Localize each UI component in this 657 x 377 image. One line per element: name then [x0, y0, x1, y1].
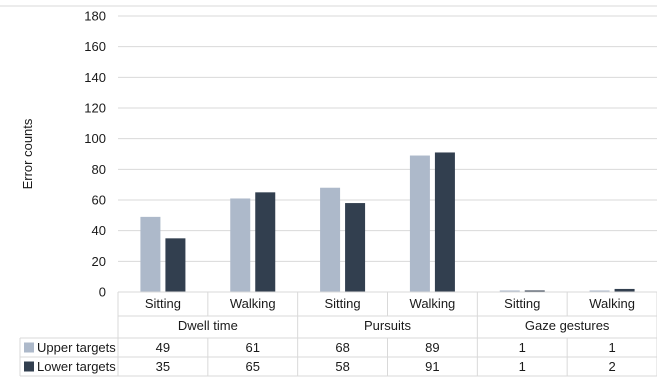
bar-lower-targets — [434, 152, 455, 292]
y-tick-label: 0 — [99, 285, 106, 300]
group-label: Dwell time — [178, 318, 238, 333]
y-tick-label: 120 — [84, 101, 106, 116]
category-label: Sitting — [325, 296, 361, 311]
data-label: 49 — [156, 340, 170, 355]
y-tick-label: 180 — [84, 9, 106, 24]
legend-key — [24, 361, 34, 372]
data-label: 1 — [519, 359, 526, 374]
y-tick-label: 20 — [92, 254, 106, 269]
category-label: Walking — [230, 296, 276, 311]
category-label: Sitting — [145, 296, 181, 311]
bar-upper-targets — [499, 290, 520, 292]
y-tick-label: 40 — [92, 223, 106, 238]
y-tick-label: 80 — [92, 162, 106, 177]
category-label: Walking — [410, 296, 456, 311]
category-label: Sitting — [504, 296, 540, 311]
group-label: Gaze gestures — [525, 318, 610, 333]
bar-upper-targets — [409, 155, 430, 292]
bar-lower-targets — [345, 203, 366, 292]
data-label: 2 — [608, 359, 615, 374]
series-label: Upper targets — [37, 340, 116, 355]
data-label: 65 — [246, 359, 260, 374]
y-tick-label: 160 — [84, 39, 106, 54]
bar-lower-targets — [614, 288, 635, 292]
data-label: 35 — [156, 359, 170, 374]
bar-upper-targets — [589, 290, 610, 292]
bar-upper-targets — [320, 187, 341, 292]
bar-upper-targets — [230, 198, 251, 292]
y-tick-label: 60 — [92, 193, 106, 208]
bar-lower-targets — [165, 238, 186, 292]
data-label: 1 — [519, 340, 526, 355]
data-label: 58 — [335, 359, 349, 374]
data-label: 89 — [425, 340, 439, 355]
y-tick-label: 140 — [84, 70, 106, 85]
data-label: 1 — [608, 340, 615, 355]
bar-lower-targets — [524, 290, 545, 292]
data-label: 68 — [335, 340, 349, 355]
y-tick-label: 100 — [84, 131, 106, 146]
group-label: Pursuits — [364, 318, 411, 333]
bar-lower-targets — [255, 192, 276, 292]
data-label: 61 — [246, 340, 260, 355]
legend-key — [24, 342, 34, 353]
data-label: 91 — [425, 359, 439, 374]
bar-upper-targets — [140, 216, 161, 292]
series-label: Lower targets — [37, 359, 116, 374]
category-label: Walking — [589, 296, 635, 311]
y-axis-label: Error counts — [20, 118, 35, 189]
